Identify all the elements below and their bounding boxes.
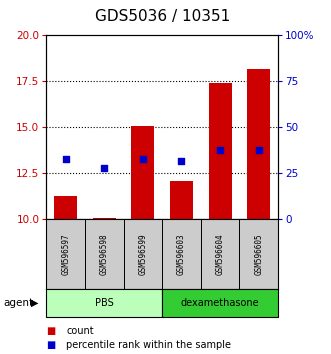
Text: ■: ■	[46, 340, 56, 350]
Text: GSM596604: GSM596604	[215, 233, 225, 275]
Bar	[170, 181, 193, 219]
Point	[256, 147, 261, 152]
Text: GSM596597: GSM596597	[61, 233, 70, 275]
Text: dexamethasone: dexamethasone	[181, 298, 260, 308]
Text: GSM596603: GSM596603	[177, 233, 186, 275]
Text: agent: agent	[3, 298, 33, 308]
Text: ▶: ▶	[31, 298, 39, 308]
Bar	[209, 83, 232, 219]
Text: GSM596599: GSM596599	[138, 233, 147, 275]
Bar	[123, 219, 162, 289]
Point	[102, 165, 107, 171]
Bar	[85, 219, 123, 289]
Bar	[239, 219, 278, 289]
Bar	[54, 195, 77, 219]
Text: count: count	[66, 326, 94, 336]
Bar	[162, 219, 201, 289]
Point	[63, 156, 68, 161]
Bar	[201, 219, 239, 289]
Bar	[46, 289, 162, 317]
Point	[217, 147, 223, 152]
Point	[179, 158, 184, 164]
Point	[140, 156, 146, 161]
Text: GSM596605: GSM596605	[254, 233, 263, 275]
Bar	[46, 219, 85, 289]
Bar	[93, 218, 116, 219]
Bar	[247, 69, 270, 219]
Text: percentile rank within the sample: percentile rank within the sample	[66, 340, 231, 350]
Text: GDS5036 / 10351: GDS5036 / 10351	[95, 9, 230, 24]
Text: GSM596598: GSM596598	[100, 233, 109, 275]
Bar	[131, 126, 155, 219]
Text: ■: ■	[46, 326, 56, 336]
Bar	[162, 289, 278, 317]
Text: PBS: PBS	[95, 298, 114, 308]
